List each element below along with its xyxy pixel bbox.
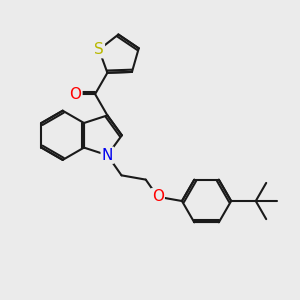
Text: S: S (94, 42, 104, 57)
Text: O: O (69, 87, 81, 102)
Text: N: N (102, 148, 113, 163)
Text: O: O (152, 189, 164, 204)
